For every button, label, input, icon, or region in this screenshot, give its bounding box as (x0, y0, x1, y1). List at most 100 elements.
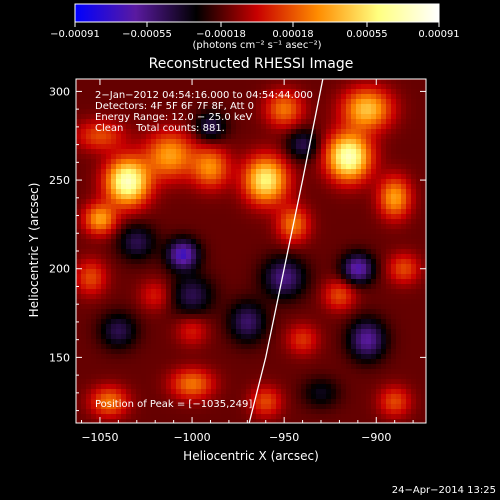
heatmap-cell (131, 384, 137, 390)
heatmap-cell (346, 354, 352, 360)
heatmap-cell (221, 129, 227, 135)
heatmap-cell (396, 164, 402, 170)
heatmap-cell (91, 319, 97, 325)
heatmap-cell (196, 329, 202, 335)
heatmap-cell (96, 114, 102, 120)
heatmap-cell (306, 109, 312, 115)
heatmap-cell (241, 114, 247, 120)
heatmap-cell (151, 289, 157, 295)
heatmap-cell (171, 264, 177, 270)
heatmap-cell (216, 104, 222, 110)
heatmap-cell (151, 94, 157, 100)
heatmap-cell (246, 169, 252, 175)
heatmap-cell (86, 84, 92, 90)
heatmap-cell (401, 84, 407, 90)
heatmap-cell (131, 414, 137, 420)
heatmap-cell (241, 359, 247, 365)
heatmap-cell (386, 324, 392, 330)
colorbar-tick-label: −0.00055 (122, 29, 172, 40)
heatmap-cell (131, 119, 137, 125)
heatmap-cell (256, 339, 262, 345)
heatmap-cell (86, 404, 92, 410)
heatmap-cell (301, 324, 307, 330)
heatmap-cell (196, 394, 202, 400)
heatmap-cell (151, 274, 157, 280)
heatmap-cell (196, 169, 202, 175)
heatmap-cell (411, 364, 417, 370)
heatmap-cell (231, 169, 237, 175)
heatmap-cell (356, 289, 362, 295)
heatmap-cell (176, 319, 182, 325)
heatmap-cell (231, 274, 237, 280)
heatmap-cell (181, 384, 187, 390)
heatmap-cell (171, 239, 177, 245)
heatmap-cell (291, 124, 297, 130)
heatmap-cell (301, 279, 307, 285)
heatmap-cell (246, 159, 252, 165)
heatmap-cell (186, 149, 192, 155)
heatmap-cell (151, 239, 157, 245)
heatmap-cell (331, 224, 337, 230)
heatmap-cell (241, 344, 247, 350)
heatmap-cell (96, 284, 102, 290)
heatmap-cell (151, 169, 157, 175)
heatmap-cell (411, 264, 417, 270)
heatmap-cell (136, 249, 142, 255)
heatmap-cell (351, 104, 357, 110)
heatmap-cell (91, 304, 97, 310)
heatmap-cell (181, 304, 187, 310)
heatmap-cell (131, 129, 137, 135)
heatmap-cell (101, 224, 107, 230)
heatmap-cell (381, 409, 387, 415)
heatmap-cell (336, 339, 342, 345)
heatmap-cell (191, 294, 197, 300)
heatmap-cell (81, 254, 87, 260)
heatmap-cell (391, 309, 397, 315)
heatmap-cell (286, 149, 292, 155)
heatmap-cell (251, 99, 257, 105)
heatmap-cell (321, 144, 327, 150)
heatmap-cell (116, 134, 122, 140)
heatmap-cell (121, 229, 127, 235)
heatmap-cell (186, 224, 192, 230)
heatmap-cell (171, 149, 177, 155)
heatmap-cell (286, 219, 292, 225)
heatmap-cell (301, 99, 307, 105)
heatmap-cell (161, 149, 167, 155)
colorbar-tick-label: 0.00055 (346, 29, 387, 40)
heatmap-cell (186, 334, 192, 340)
heatmap-cell (271, 114, 277, 120)
heatmap-cell (211, 139, 217, 145)
heatmap-cell (256, 264, 262, 270)
heatmap-cell (411, 254, 417, 260)
heatmap-cell (276, 169, 282, 175)
heatmap-cell (206, 304, 212, 310)
heatmap-cell (286, 154, 292, 160)
heatmap-cell (256, 294, 262, 300)
heatmap-cell (401, 89, 407, 95)
heatmap-cell (401, 219, 407, 225)
heatmap-cell (306, 154, 312, 160)
heatmap-cell (221, 384, 227, 390)
heatmap-cell (351, 279, 357, 285)
heatmap-cell (406, 154, 412, 160)
heatmap-cell (271, 339, 277, 345)
heatmap-cell (201, 99, 207, 105)
heatmap-cell (321, 219, 327, 225)
heatmap-cell (201, 174, 207, 180)
heatmap-cell (201, 414, 207, 420)
heatmap-cell (106, 304, 112, 310)
heatmap-cell (256, 324, 262, 330)
heatmap-cell (246, 174, 252, 180)
heatmap-cell (76, 114, 82, 120)
heatmap-cell (416, 249, 422, 255)
heatmap-cell (371, 349, 377, 355)
heatmap-cell (326, 274, 332, 280)
heatmap-cell (316, 194, 322, 200)
heatmap-cell (121, 139, 127, 145)
heatmap-cell (266, 324, 272, 330)
heatmap-cell (201, 89, 207, 95)
heatmap-cell (251, 114, 257, 120)
heatmap-cell (236, 84, 242, 90)
heatmap-cell (106, 339, 112, 345)
